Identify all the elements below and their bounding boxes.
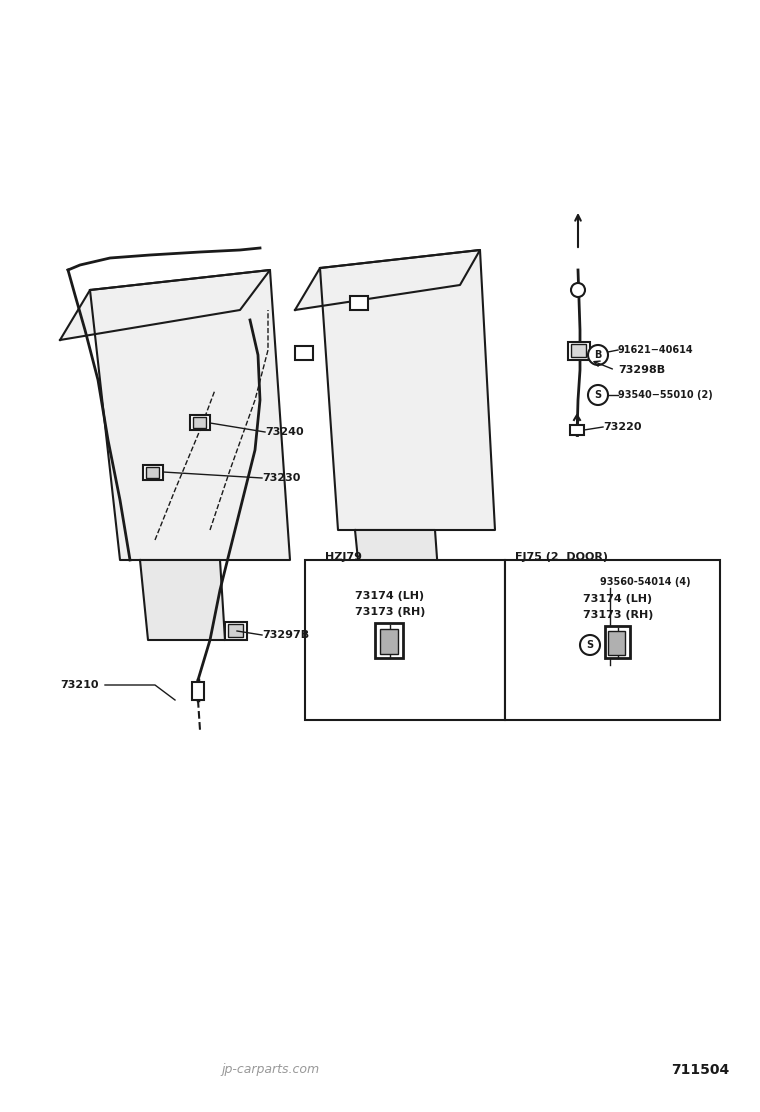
Text: FJ75 (2  DOOR): FJ75 (2 DOOR) xyxy=(515,552,608,562)
Bar xyxy=(225,622,247,641)
Text: HZJ79: HZJ79 xyxy=(325,552,362,562)
Bar xyxy=(143,465,163,480)
Text: 73298B: 73298B xyxy=(618,365,665,375)
Text: 93540−55010 (2): 93540−55010 (2) xyxy=(618,390,713,400)
Bar xyxy=(350,296,368,310)
Text: 93560-54014 (4): 93560-54014 (4) xyxy=(600,577,691,587)
Text: 73240: 73240 xyxy=(265,427,304,437)
Bar xyxy=(193,417,206,428)
Bar xyxy=(608,631,625,655)
Bar xyxy=(571,344,586,357)
Circle shape xyxy=(571,282,585,297)
Text: 73173 (RH): 73173 (RH) xyxy=(583,610,653,620)
Text: 711504: 711504 xyxy=(671,1063,729,1078)
Text: jp-carparts.com: jp-carparts.com xyxy=(221,1063,319,1076)
Text: 73173 (RH): 73173 (RH) xyxy=(355,607,425,617)
Bar xyxy=(505,560,720,719)
Bar xyxy=(380,629,398,654)
Polygon shape xyxy=(320,250,495,530)
Polygon shape xyxy=(355,530,440,600)
Text: 73210: 73210 xyxy=(60,681,99,691)
Polygon shape xyxy=(60,270,270,340)
Text: 73297B: 73297B xyxy=(262,631,309,641)
Bar xyxy=(192,682,204,699)
Text: 73220: 73220 xyxy=(603,421,641,431)
Bar xyxy=(305,560,505,719)
Circle shape xyxy=(580,635,600,655)
Circle shape xyxy=(588,385,608,405)
Bar xyxy=(605,626,630,658)
Text: 73230: 73230 xyxy=(262,473,300,483)
Text: 73174 (LH): 73174 (LH) xyxy=(356,590,425,600)
Polygon shape xyxy=(140,560,225,641)
Polygon shape xyxy=(295,250,480,310)
Polygon shape xyxy=(90,270,290,560)
Bar xyxy=(190,415,210,430)
Bar xyxy=(568,342,590,360)
Text: B: B xyxy=(594,350,602,360)
Bar xyxy=(228,624,243,637)
Circle shape xyxy=(588,345,608,365)
Text: S: S xyxy=(594,390,602,400)
Bar xyxy=(146,467,159,478)
Bar xyxy=(570,425,584,435)
Text: 91621−40614: 91621−40614 xyxy=(618,345,694,355)
Text: S: S xyxy=(587,641,594,651)
Bar xyxy=(295,346,313,360)
Text: 73174 (LH): 73174 (LH) xyxy=(584,594,653,604)
Bar xyxy=(375,623,403,658)
